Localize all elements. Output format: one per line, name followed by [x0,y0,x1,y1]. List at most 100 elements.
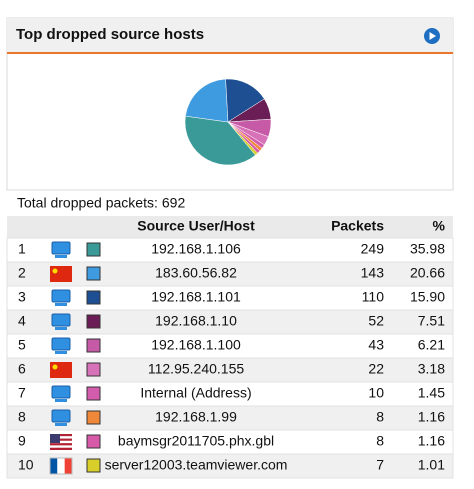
col-header: % [433,218,446,234]
summary-label: Total dropped packets: [17,195,158,211]
host: 112.95.240.155 [148,361,244,377]
row-bg [6,429,454,455]
flag-icon [50,434,60,443]
percent: 7.51 [418,313,445,329]
percent: 1.16 [418,409,445,425]
table-row: 2 183.60.56.82 143 20.66 [6,261,454,287]
host: baymsgr2011705.phx.gbl [118,433,274,449]
col-header: Source User/Host [137,218,255,234]
computer-icon [55,255,67,258]
row-bg [6,261,454,287]
row-bg [6,453,454,479]
rank: 7 [18,385,26,401]
expand-arrow [429,32,436,40]
color-swatch [86,338,101,353]
row-bg [6,381,454,407]
table-row: 5 192.168.1.100 43 6.21 [6,333,454,359]
rank: 5 [18,337,26,353]
rank: 3 [18,289,26,305]
percent: 20.66 [410,265,445,281]
flag-icon [57,458,65,474]
flag-icon [50,436,72,439]
table-body: 1 192.168.1.106 249 35.982 183.60.56.82 143 20… [6,237,454,479]
percent: 15.90 [410,289,445,305]
packets: 10 [368,385,384,401]
color-swatch [86,290,101,305]
pie-chart [184,78,272,166]
host: 192.168.1.100 [151,337,241,353]
percent: 1.01 [418,457,445,473]
widget-header [7,18,453,52]
flag-icon [50,440,72,444]
computer-icon [51,385,71,399]
computer-icon [51,409,71,423]
computer-icon [55,399,67,402]
summary-total: 692 [162,195,186,211]
row-bg [6,285,454,311]
color-swatch [86,266,101,281]
row-bg [6,309,454,335]
percent: 35.98 [410,241,445,257]
flag-icon [52,268,58,274]
row-bg [6,405,454,431]
packets: 22 [368,361,384,377]
table-header [7,216,453,238]
color-swatch [86,386,101,401]
computer-icon [55,303,67,306]
color-swatch [86,410,101,425]
flag-icon [50,266,72,282]
color-swatch [86,242,101,257]
computer-icon [51,241,71,255]
packets: 52 [368,313,384,329]
pie-slice [185,78,229,123]
widget-title: Top dropped source hosts [16,26,204,43]
host: Internal (Address) [140,385,251,401]
flag-icon [50,362,72,378]
row-bg [6,333,454,359]
color-swatch [86,314,101,329]
percent: 1.45 [418,385,445,401]
percent: 1.16 [418,433,445,449]
flag-icon [50,443,72,446]
host: 192.168.1.101 [151,289,241,305]
host: 192.168.1.10 [155,313,237,329]
packets: 143 [361,265,385,281]
packets: 7 [376,457,384,473]
computer-icon [55,351,67,354]
flag-icon [50,438,72,441]
color-swatch [86,458,101,473]
table-row: 3 192.168.1.101 110 15.90 [6,285,454,311]
pie-slice [227,121,258,156]
flag-icon [50,458,58,474]
table-row: 1 192.168.1.106 249 35.98 [6,237,454,263]
flag-icon [52,364,58,370]
rank: 2 [18,265,26,281]
pie-slice [184,115,256,166]
packets: 110 [362,289,385,305]
flag-icon [64,458,72,474]
color-swatch [86,434,101,449]
computer-icon [51,337,71,351]
table-row: 7 Internal (Address) 10 1.45 [6,381,454,407]
rank: 10 [18,457,34,473]
rank: 9 [18,433,26,449]
flag-icon [50,445,72,448]
flag-icon [49,457,73,475]
percent: 3.18 [418,361,445,377]
computer-icon [51,289,71,303]
row-bg [6,237,454,263]
table-row: 8 192.168.1.99 8 1.16 [6,405,454,431]
rank: 6 [18,361,26,377]
percent: 6.21 [418,337,445,353]
packets: 8 [376,433,384,449]
col-header: Packets [331,218,384,234]
pie-slice [225,78,265,123]
rank: 1 [18,241,26,257]
rank: 8 [18,409,26,425]
table-row: 10 server12003.teamviewer.com 7 1.01 [6,453,454,479]
flag-icon [50,447,72,450]
packets: 249 [361,241,385,257]
table-row: 4 192.168.1.10 52 7.51 [6,309,454,335]
